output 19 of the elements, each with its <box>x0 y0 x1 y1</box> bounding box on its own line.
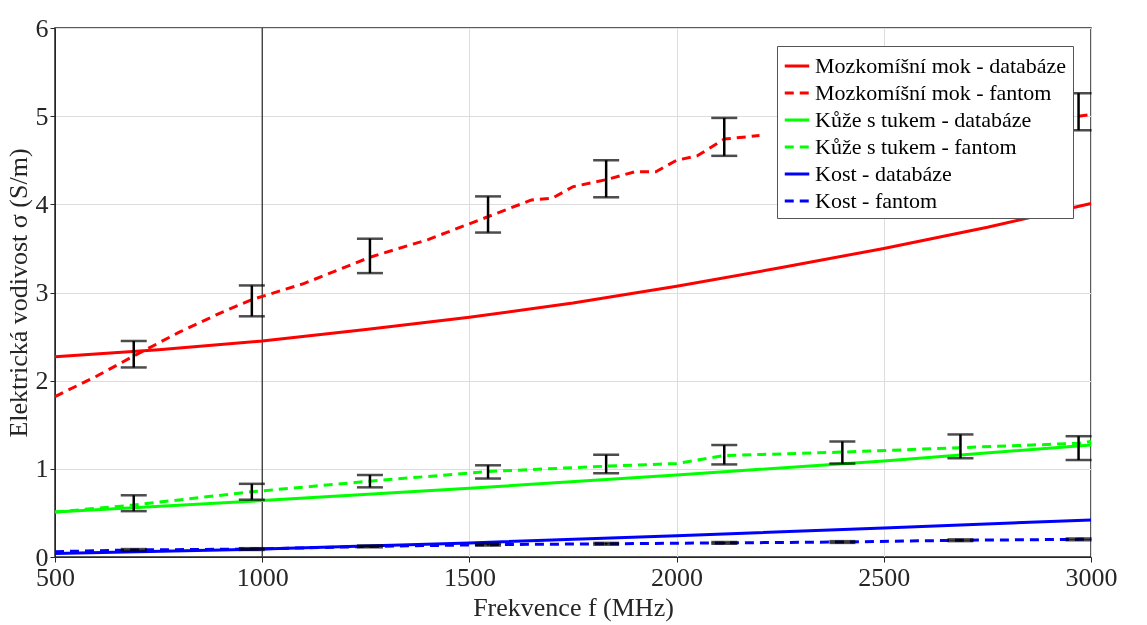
y-tick-label: 6 <box>35 13 49 43</box>
y-tick-label: 1 <box>35 454 49 484</box>
legend-label: Kůže s tukem - databáze <box>815 107 1032 132</box>
legend-label: Mozkomíšní mok - fantom <box>815 80 1052 105</box>
x-tick-label: 2000 <box>651 562 704 592</box>
x-tick-label: 1500 <box>443 562 496 592</box>
y-tick-label: 3 <box>35 278 49 307</box>
legend-label: Mozkomíšní mok - databáze <box>815 53 1067 78</box>
legend-label: Kost - databáze <box>815 161 952 186</box>
x-axis-title: Frekvence f (MHz) <box>473 592 674 622</box>
y-axis-title: Elektrická vodivost σ (S/m) <box>3 148 33 438</box>
legend-label: Kůže s tukem - fantom <box>815 134 1017 159</box>
y-tick-label: 4 <box>35 189 49 219</box>
y-tick-label: 5 <box>35 101 49 131</box>
x-tick-label: 1000 <box>236 562 289 592</box>
x-tick-label: 3000 <box>1065 562 1118 592</box>
legend-label: Kost - fantom <box>815 188 938 213</box>
y-tick-label: 2 <box>35 366 49 396</box>
x-tick-label: 2500 <box>858 562 911 592</box>
